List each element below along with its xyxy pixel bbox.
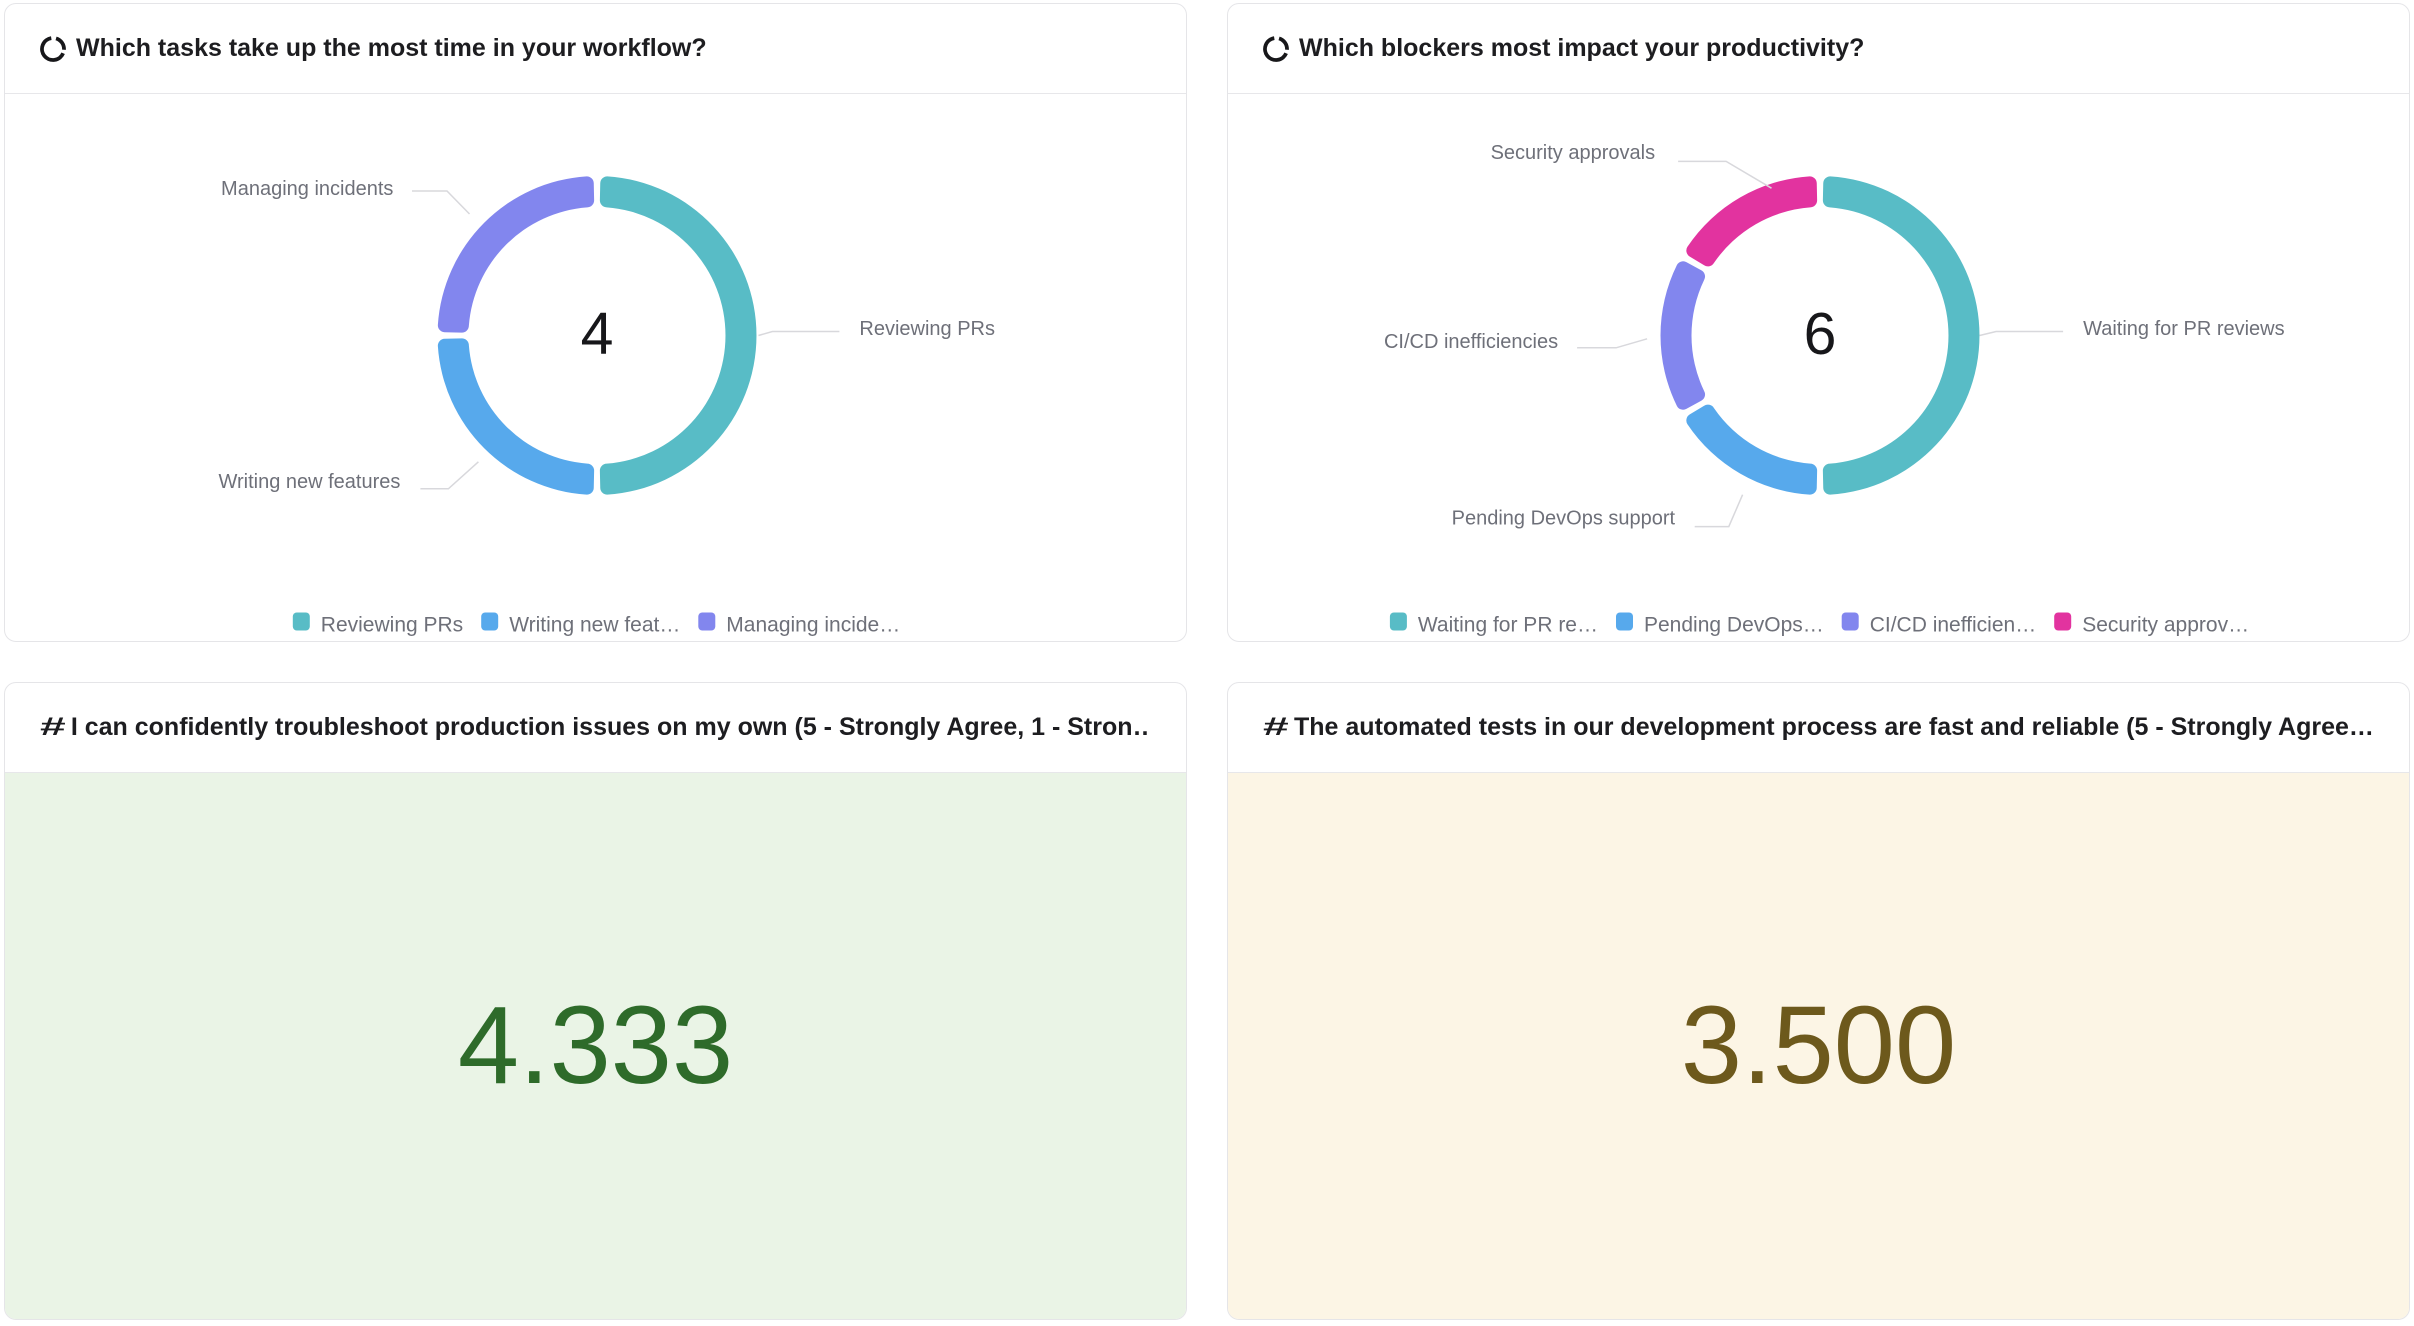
svg-text:Waiting for PR reviews: Waiting for PR reviews — [2083, 318, 2285, 340]
svg-text:Reviewing PRs: Reviewing PRs — [321, 614, 463, 637]
svg-text:Pending DevOps support: Pending DevOps support — [1452, 507, 1676, 529]
svg-text:Managing incidents: Managing incidents — [221, 178, 393, 200]
svg-text:Managing incide…: Managing incide… — [726, 614, 900, 637]
svg-text:4: 4 — [581, 301, 614, 367]
svg-text:Reviewing PRs: Reviewing PRs — [859, 318, 995, 340]
svg-text:6: 6 — [1804, 301, 1837, 367]
svg-text:Security approvals: Security approvals — [1491, 142, 1656, 164]
svg-text:CI/CD inefficien…: CI/CD inefficien… — [1870, 614, 2037, 637]
svg-text:CI/CD inefficiencies: CI/CD inefficiencies — [1384, 331, 1558, 353]
svg-text:Pending DevOps…: Pending DevOps… — [1644, 614, 1824, 637]
svg-text:Writing new feat…: Writing new feat… — [509, 614, 680, 637]
svg-text:Waiting for PR re…: Waiting for PR re… — [1418, 614, 1598, 637]
svg-text:Security approv…: Security approv… — [2082, 614, 2249, 637]
svg-text:Writing new features: Writing new features — [218, 471, 400, 493]
